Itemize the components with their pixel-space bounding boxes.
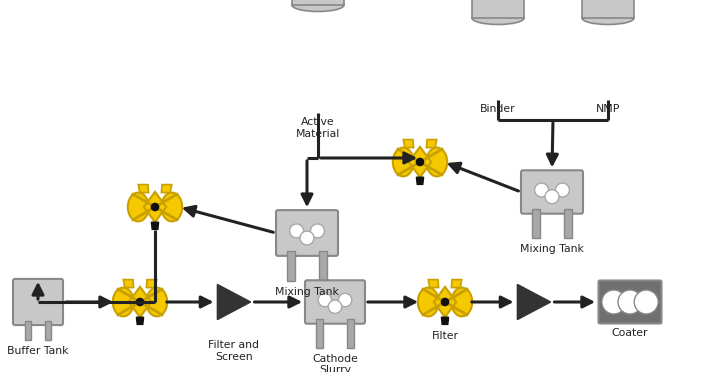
Polygon shape [25,321,31,340]
Ellipse shape [472,12,524,25]
Text: Binder: Binder [480,104,516,114]
Ellipse shape [128,193,148,221]
Text: Active
Material: Active Material [296,117,340,139]
Text: Mixing Tank: Mixing Tank [275,287,339,297]
Polygon shape [138,185,148,193]
Polygon shape [129,287,151,317]
Polygon shape [565,209,572,238]
FancyBboxPatch shape [305,280,365,324]
Circle shape [300,231,314,245]
FancyBboxPatch shape [13,279,63,325]
Circle shape [338,293,352,307]
Text: Cathode
Slurry: Cathode Slurry [312,353,358,372]
Polygon shape [136,317,143,324]
Circle shape [416,158,424,166]
Polygon shape [404,140,413,148]
Text: Mixing Tank: Mixing Tank [520,244,584,254]
Ellipse shape [112,288,134,317]
Ellipse shape [451,288,472,317]
Polygon shape [434,287,456,317]
Polygon shape [146,280,157,288]
FancyBboxPatch shape [521,170,583,214]
Ellipse shape [292,0,344,12]
Circle shape [545,190,559,204]
Polygon shape [319,251,327,281]
Polygon shape [316,319,323,347]
Polygon shape [451,280,462,288]
Polygon shape [409,147,431,177]
Polygon shape [347,319,354,347]
Ellipse shape [393,148,413,176]
Circle shape [311,224,324,238]
Polygon shape [287,251,295,281]
Text: Coater: Coater [612,328,648,338]
Circle shape [602,290,626,314]
Polygon shape [582,0,634,18]
Polygon shape [532,209,539,238]
Text: Filter: Filter [432,331,458,341]
Text: Buffer Tank: Buffer Tank [7,346,69,356]
Polygon shape [517,285,550,320]
Text: Filter and
Screen: Filter and Screen [209,340,259,362]
Circle shape [555,183,569,197]
Polygon shape [217,285,251,320]
Circle shape [318,293,332,307]
Circle shape [618,290,642,314]
Circle shape [634,290,658,314]
Circle shape [151,203,159,211]
Circle shape [290,224,304,238]
Polygon shape [416,177,424,185]
Polygon shape [45,321,51,340]
Polygon shape [144,192,166,222]
Ellipse shape [582,12,634,25]
Polygon shape [428,280,439,288]
Polygon shape [292,0,344,5]
Circle shape [534,183,548,197]
Circle shape [441,298,449,306]
Polygon shape [162,185,172,193]
FancyBboxPatch shape [276,210,338,256]
Ellipse shape [427,148,447,176]
Ellipse shape [146,288,167,317]
FancyBboxPatch shape [598,280,662,324]
Ellipse shape [162,193,182,221]
Polygon shape [441,317,449,324]
Text: NMP: NMP [596,104,620,114]
Polygon shape [123,280,134,288]
Ellipse shape [418,288,439,317]
Polygon shape [472,0,524,18]
Polygon shape [427,140,437,148]
Circle shape [136,298,143,306]
Circle shape [328,300,342,314]
Polygon shape [151,222,159,230]
